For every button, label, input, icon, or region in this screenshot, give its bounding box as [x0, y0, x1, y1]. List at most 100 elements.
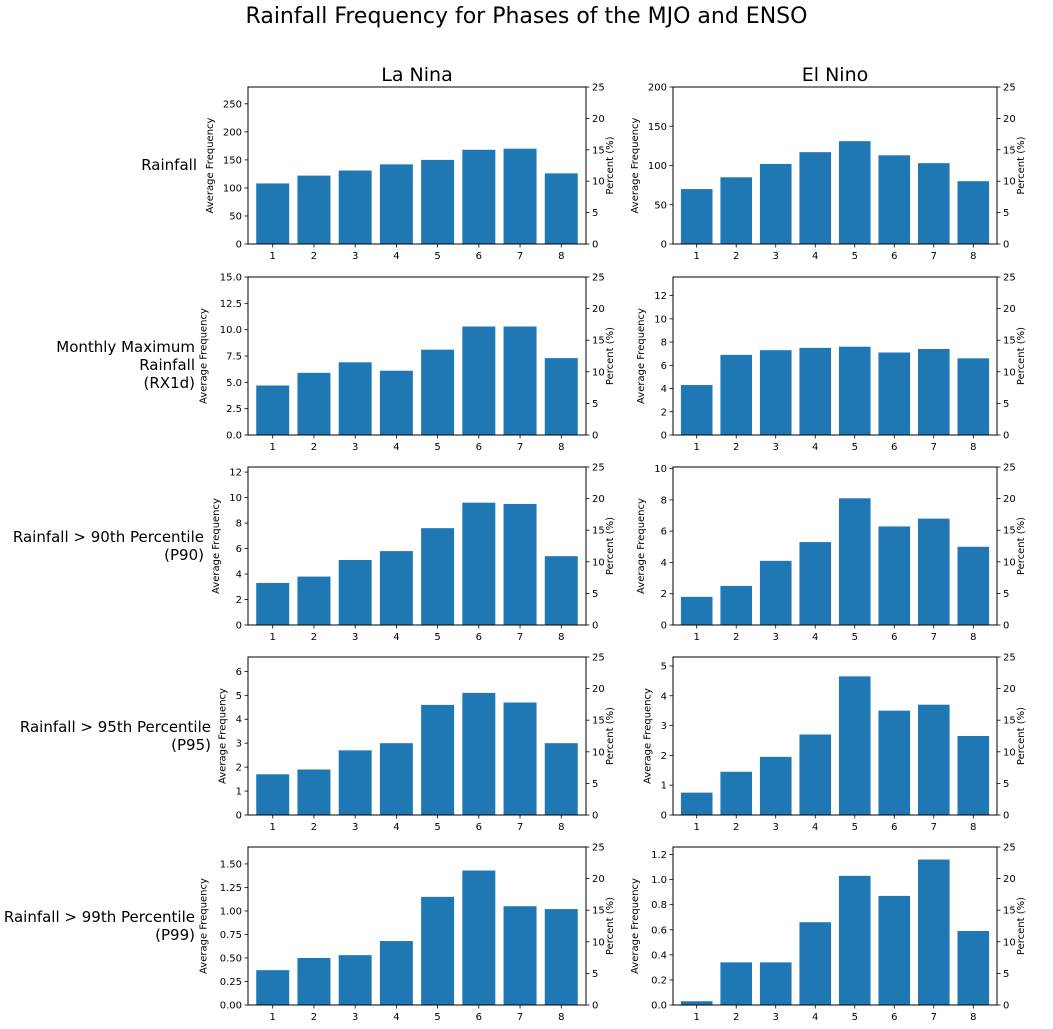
y2-tick-label: 10: [592, 557, 605, 568]
y-tick-label: 1: [661, 781, 667, 792]
y-tick-label: 8: [661, 338, 667, 349]
y2-tick-label: 20: [1003, 114, 1016, 125]
x-tick-label: 4: [393, 442, 399, 453]
bar: [878, 895, 911, 1005]
x-tick-label: 4: [812, 822, 818, 833]
bar: [338, 955, 372, 1005]
y2-tick-label: 25: [592, 653, 605, 664]
y-tick-label: 5: [236, 691, 242, 702]
bar: [917, 859, 950, 1005]
y2-tick-label: 0: [1003, 1001, 1009, 1012]
bar: [917, 349, 950, 435]
y-axis-label: Average Frequency: [211, 498, 222, 594]
row-label-rainfall: Rainfall: [141, 156, 197, 174]
y2-tick-label: 0: [592, 621, 598, 632]
y-tick-label: 200: [648, 83, 667, 94]
bar: [379, 941, 413, 1005]
x-tick-label: 5: [434, 442, 440, 453]
y-tick-label: 150: [223, 155, 242, 166]
axes-frame: [247, 656, 587, 816]
y-tick-label: 0.6: [651, 925, 667, 936]
y-tick-label: 4: [236, 715, 242, 726]
bar: [503, 503, 537, 625]
y2-tick-label: 10: [1003, 557, 1016, 568]
figure-title: Rainfall Frequency for Phases of the MJO…: [245, 4, 808, 29]
y-axis-label: Average Frequency: [643, 688, 654, 784]
axes-frame: [247, 466, 587, 626]
x-tick-label: 6: [891, 251, 897, 262]
y2-tick-label: 25: [1003, 273, 1016, 284]
y2-tick-label: 15: [592, 716, 605, 727]
y2-tick-label: 15: [592, 145, 605, 156]
y2-tick-label: 10: [1003, 937, 1016, 948]
y-tick-label: 4: [236, 570, 242, 581]
x-tick-label: 4: [812, 442, 818, 453]
bar: [680, 189, 713, 244]
x-tick-label: 6: [891, 822, 897, 833]
y-tick-label: 6: [236, 544, 242, 555]
bar: [720, 354, 753, 435]
y2-tick-label: 0: [1003, 811, 1009, 822]
y-tick-label: 10: [229, 493, 242, 504]
y2-tick-label: 15: [1003, 716, 1016, 727]
bar: [462, 149, 496, 244]
y2-tick-label: 10: [592, 747, 605, 758]
bar: [799, 922, 832, 1005]
y-tick-label: 2: [236, 595, 242, 606]
y2-tick-label: 10: [592, 367, 605, 378]
y2-tick-label: 25: [592, 83, 605, 94]
x-tick-label: 8: [970, 822, 976, 833]
x-tick-label: 1: [694, 251, 700, 262]
bar: [256, 774, 290, 815]
bar: [421, 528, 455, 625]
y2-tick-label: 15: [1003, 906, 1016, 917]
x-tick-label: 2: [733, 822, 739, 833]
y-tick-label: 6: [236, 667, 242, 678]
x-tick-label: 1: [694, 442, 700, 453]
x-tick-label: 4: [812, 632, 818, 643]
y-tick-label: 12: [654, 291, 667, 302]
y-tick-label: 2: [236, 763, 242, 774]
row-label-p95: Rainfall > 95th Percentile (P95): [19, 718, 211, 754]
y2-axis-label: Percent (%): [1016, 327, 1027, 385]
x-tick-label: 2: [311, 251, 317, 262]
subplot-0-0: 1 2 3 4 5 6 7 8 0 50 100 150 200 250 0 5 10 15 20 25 Average…: [205, 83, 616, 263]
x-tick-label: 3: [352, 632, 358, 643]
bar: [680, 792, 713, 815]
x-tick-label: 3: [773, 632, 779, 643]
bar: [838, 346, 871, 435]
y2-tick-label: 0: [1003, 240, 1009, 251]
column-title-la-nina: La Nina: [381, 64, 453, 86]
y2-tick-label: 20: [592, 114, 605, 125]
subplot-2-1: 1 2 3 4 5 6 7 8 0 2 4 6 8 10 0 5 10 15 20 25 Average Frequen…: [636, 463, 1027, 644]
bar: [544, 556, 578, 625]
y2-tick-label: 5: [592, 208, 598, 219]
y-tick-label: 0.0: [651, 1001, 667, 1012]
bar: [503, 906, 537, 1005]
y2-tick-label: 15: [1003, 526, 1016, 537]
y2-tick-label: 0: [1003, 431, 1009, 442]
y2-axis-label: Percent (%): [1016, 517, 1027, 575]
subplot-0-1: 1 2 3 4 5 6 7 8 0 50 100 150 200 0 5 10 15 20 25 Average Fr…: [630, 83, 1027, 263]
bar: [338, 362, 372, 435]
y2-tick-label: 15: [1003, 336, 1016, 347]
y2-axis-label: Percent (%): [1016, 136, 1027, 194]
axes-frame: [672, 656, 998, 816]
x-tick-label: 3: [773, 822, 779, 833]
x-tick-label: 8: [970, 442, 976, 453]
bar: [421, 349, 455, 435]
y2-tick-label: 20: [1003, 494, 1016, 505]
y-tick-label: 0: [236, 240, 242, 251]
x-tick-label: 5: [852, 632, 858, 643]
bar: [838, 141, 871, 244]
x-tick-label: 1: [270, 1012, 276, 1023]
y2-axis-label: Percent (%): [605, 136, 616, 194]
x-tick-label: 3: [352, 822, 358, 833]
bar: [256, 385, 290, 435]
y2-tick-label: 5: [1003, 589, 1009, 600]
axes-frame: [672, 846, 998, 1006]
y-axis-label: Average Frequency: [630, 117, 641, 213]
x-tick-label: 8: [970, 1012, 976, 1023]
